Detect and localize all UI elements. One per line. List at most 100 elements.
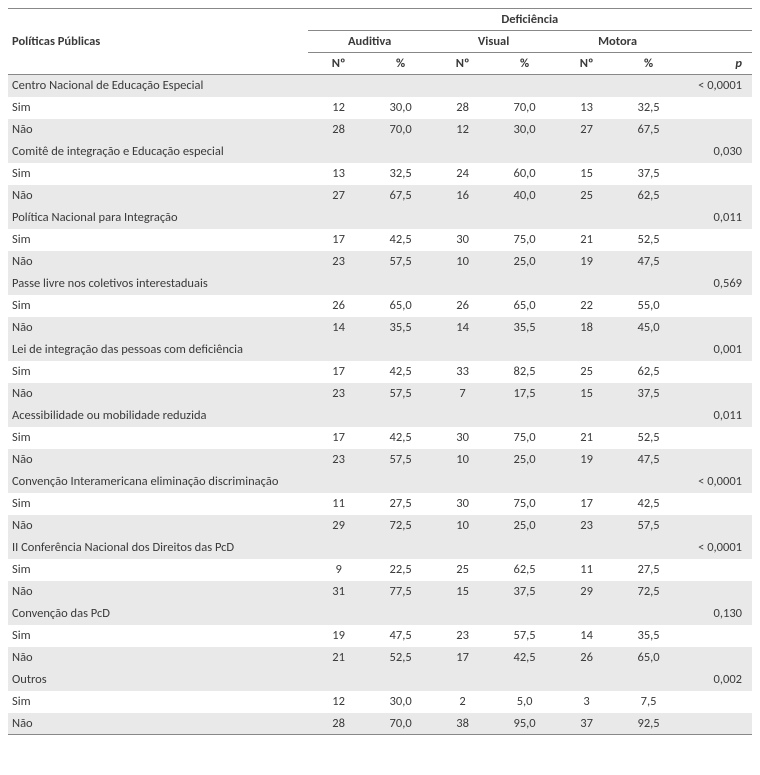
section-title: Passe livre nos coletivos interestaduais: [8, 273, 680, 295]
cell: 57,5: [370, 383, 432, 405]
cell: 23: [308, 449, 370, 471]
cell: 30,0: [370, 691, 432, 713]
section-p-value: < 0,0001: [680, 75, 752, 97]
row-sim-label: Sim: [8, 361, 308, 383]
cell: 52,5: [370, 647, 432, 669]
cell: 70,0: [494, 97, 556, 119]
cell: 11: [556, 559, 618, 581]
table-body: Centro Nacional de Educação Especial< 0,…: [8, 75, 752, 735]
cell: 27,5: [370, 493, 432, 515]
cell: 23: [308, 383, 370, 405]
cell: 15: [556, 163, 618, 185]
cell: 75,0: [494, 229, 556, 251]
cell: 95,0: [494, 713, 556, 735]
cell: 16: [432, 185, 494, 207]
cell: 25: [556, 361, 618, 383]
cell: 19: [308, 625, 370, 647]
row-nao-label: Não: [8, 185, 308, 207]
cell: 35,5: [370, 317, 432, 339]
section-title: Acessibilidade ou mobilidade reduzida: [8, 405, 680, 427]
cell: 47,5: [370, 625, 432, 647]
cell: 60,0: [494, 163, 556, 185]
cell: 10: [432, 449, 494, 471]
cell: 26: [308, 295, 370, 317]
row-nao-label: Não: [8, 515, 308, 537]
cell: 70,0: [370, 119, 432, 141]
cell: 38: [432, 713, 494, 735]
cell: 17: [308, 427, 370, 449]
cell: 10: [432, 251, 494, 273]
cell: 25: [432, 559, 494, 581]
cell: 24: [432, 163, 494, 185]
row-sim-label: Sim: [8, 163, 308, 185]
cell: 55,0: [618, 295, 680, 317]
cell: 17: [308, 229, 370, 251]
cell: 75,0: [494, 493, 556, 515]
section-p-value: < 0,0001: [680, 471, 752, 493]
cell: 17: [308, 361, 370, 383]
cell: 30: [432, 427, 494, 449]
cell: 14: [432, 317, 494, 339]
cell: 28: [308, 713, 370, 735]
cell: 23: [432, 625, 494, 647]
cell: 14: [556, 625, 618, 647]
cell: 30: [432, 229, 494, 251]
col-n-mot: Nº: [556, 53, 618, 75]
section-title: Centro Nacional de Educação Especial: [8, 75, 680, 97]
section-title: Lei de integração das pessoas com defici…: [8, 339, 680, 361]
row-nao-label: Não: [8, 713, 308, 735]
cell: 17: [556, 493, 618, 515]
section-p-value: 0,569: [680, 273, 752, 295]
cell: 13: [556, 97, 618, 119]
group-auditiva: Auditiva: [308, 31, 432, 53]
cell: 18: [556, 317, 618, 339]
cell: 23: [308, 251, 370, 273]
col-p: p: [680, 53, 752, 75]
cell: 47,5: [618, 449, 680, 471]
cell: 12: [308, 97, 370, 119]
cell: 29: [556, 581, 618, 603]
section-p-value: < 0,0001: [680, 537, 752, 559]
section-title: II Conferência Nacional dos Direitos das…: [8, 537, 680, 559]
cell: 30,0: [494, 119, 556, 141]
cell: 42,5: [370, 229, 432, 251]
col-pct-vis: %: [494, 53, 556, 75]
row-header-title: Políticas Públicas: [8, 9, 308, 75]
cell: 26: [556, 647, 618, 669]
cell: 37: [556, 713, 618, 735]
cell: 45,0: [618, 317, 680, 339]
row-sim-label: Sim: [8, 493, 308, 515]
cell: 3: [556, 691, 618, 713]
col-n-vis: Nº: [432, 53, 494, 75]
cell: 22,5: [370, 559, 432, 581]
cell: 19: [556, 449, 618, 471]
cell: 67,5: [618, 119, 680, 141]
row-nao-label: Não: [8, 581, 308, 603]
cell: 28: [432, 97, 494, 119]
cell: 7,5: [618, 691, 680, 713]
row-sim-label: Sim: [8, 691, 308, 713]
row-sim-label: Sim: [8, 559, 308, 581]
cell: 62,5: [494, 559, 556, 581]
cell: 57,5: [618, 515, 680, 537]
cell: 65,0: [494, 295, 556, 317]
cell: 32,5: [370, 163, 432, 185]
cell: 72,5: [618, 581, 680, 603]
row-nao-label: Não: [8, 383, 308, 405]
row-nao-label: Não: [8, 251, 308, 273]
policies-table: Políticas Públicas Deficiência Auditiva …: [8, 8, 752, 735]
cell: 25,0: [494, 449, 556, 471]
cell: 5,0: [494, 691, 556, 713]
section-p-value: 0,130: [680, 603, 752, 625]
group-spacer: [680, 31, 752, 53]
cell: 29: [308, 515, 370, 537]
cell: 21: [308, 647, 370, 669]
cell: 17,5: [494, 383, 556, 405]
cell: 30,0: [370, 97, 432, 119]
row-sim-label: Sim: [8, 295, 308, 317]
cell: 35,5: [618, 625, 680, 647]
cell: 19: [556, 251, 618, 273]
cell: 42,5: [618, 493, 680, 515]
cell: 40,0: [494, 185, 556, 207]
cell: 12: [432, 119, 494, 141]
